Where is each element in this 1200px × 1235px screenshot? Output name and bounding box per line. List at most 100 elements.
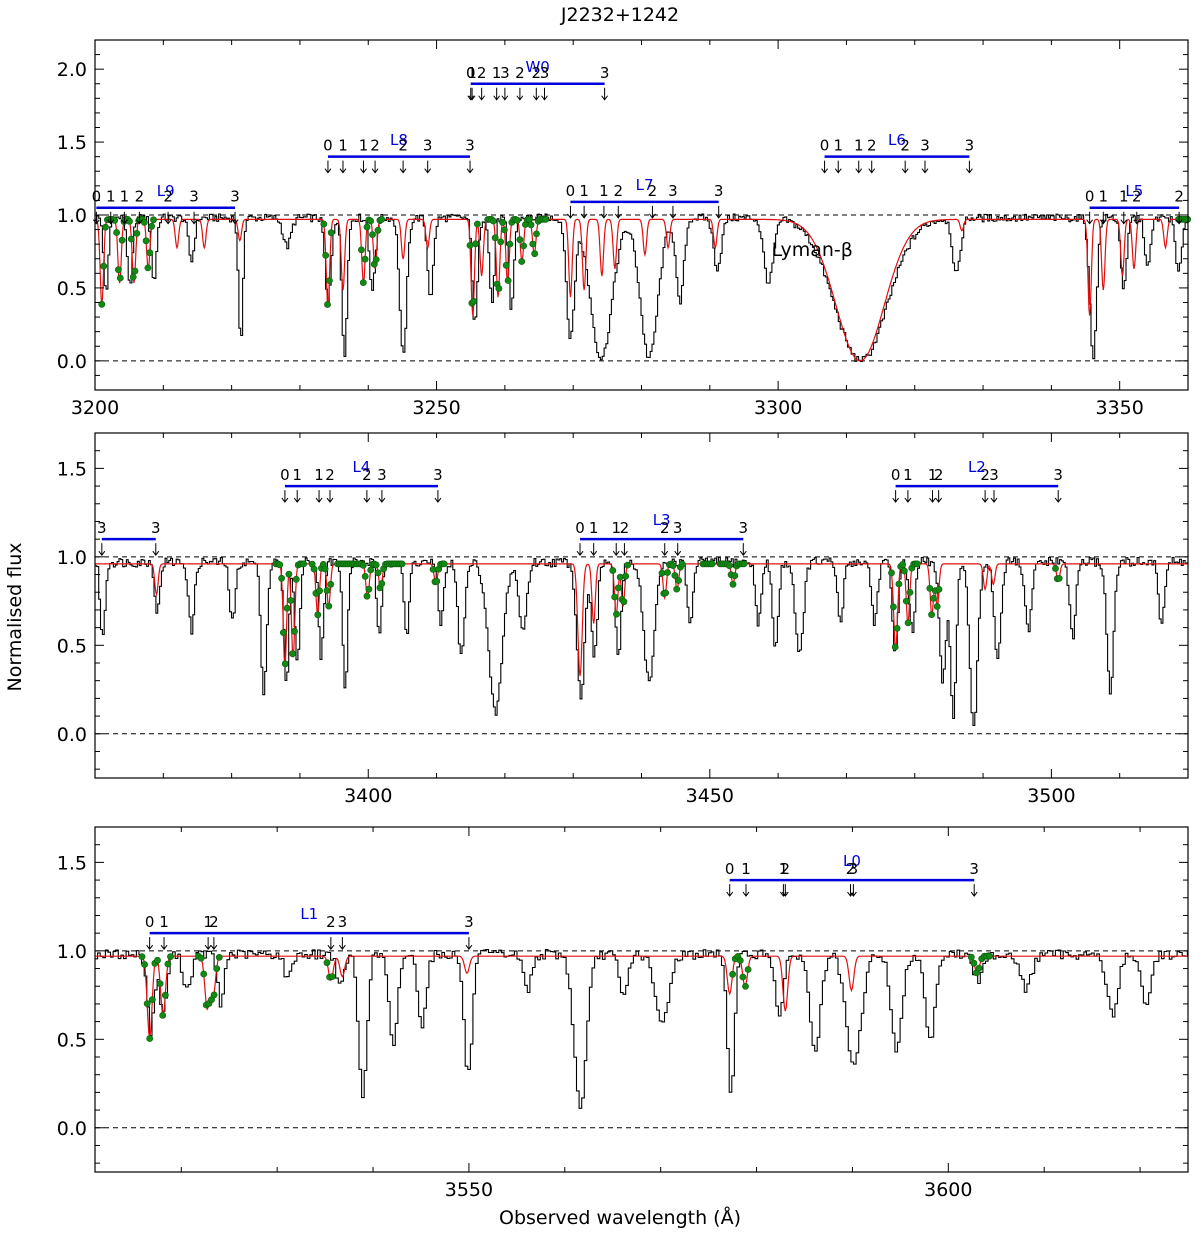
fit-pixel (276, 561, 284, 569)
model-fit (95, 218, 1188, 362)
transition-marker (378, 490, 386, 503)
system-label: L7 (636, 176, 654, 194)
transition-marker (649, 205, 656, 219)
level-label: 3 (423, 137, 433, 155)
fit-pixel (744, 966, 752, 973)
level-label: 1 (106, 188, 116, 206)
level-label: 2 (781, 860, 791, 878)
level-label: 3 (500, 64, 510, 82)
fit-pixel (729, 970, 736, 978)
transition-marker (466, 160, 474, 174)
level-label: 1 (203, 913, 213, 931)
fit-pixel (491, 234, 499, 242)
level-label: 2 (1174, 188, 1184, 206)
system-label: L5 (1125, 182, 1143, 200)
transition-marker (327, 937, 335, 950)
fit-pixel (473, 220, 481, 228)
level-label: 2 (1132, 188, 1142, 206)
system-label: L0 (843, 852, 861, 870)
transition-marker (399, 160, 407, 174)
transition-marker (901, 160, 909, 174)
y-tick-label: 0.0 (57, 724, 87, 746)
transition-marker (601, 87, 609, 101)
system-label: W0 (525, 58, 549, 76)
level-label: 3 (920, 137, 930, 155)
fit-pixel (325, 277, 333, 284)
fit-pixel (913, 560, 921, 568)
fit-pixel (970, 959, 978, 967)
x-axis-label: Observed wavelength (Å) (499, 1207, 741, 1229)
level-label: 1 (589, 519, 599, 537)
system-label: L2 (968, 458, 986, 476)
transition-marker (293, 490, 301, 503)
fit-pixel (620, 598, 628, 606)
fit-pixel (150, 216, 157, 224)
fit-pixel (300, 560, 308, 568)
fit-pixel (429, 566, 437, 573)
level-label: 1 (467, 64, 477, 82)
transition-marker (1120, 211, 1128, 225)
transition-marker (576, 543, 584, 556)
fit-pixel (533, 230, 540, 238)
level-label: 1 (120, 188, 130, 206)
level-label: 3 (338, 913, 348, 931)
fit-pixel (148, 996, 156, 1003)
fit-pixel (622, 572, 630, 580)
transition-marker (739, 543, 747, 556)
transition-marker (152, 543, 160, 556)
fit-pixel (708, 560, 716, 568)
level-label: 3 (969, 860, 979, 878)
fit-pixel (472, 240, 479, 248)
y-tick-label: 1.0 (57, 547, 87, 569)
fit-pixel (731, 572, 739, 580)
fit-pixel (287, 597, 295, 604)
fit-pixel (378, 215, 386, 223)
level-label: 2 (163, 188, 173, 206)
fit-pixel (328, 973, 336, 980)
transition-marker (164, 211, 172, 225)
fit-pixel (673, 585, 681, 593)
system-label: L6 (888, 131, 906, 149)
fit-pixel (116, 274, 124, 282)
y-tick-label: 1.0 (57, 205, 87, 227)
fit-pixel (361, 255, 369, 263)
fit-pixel (213, 965, 221, 972)
transition-marker (600, 205, 608, 219)
fit-pixel (933, 603, 941, 610)
fit-pixel (357, 246, 365, 254)
fit-pixel (613, 610, 620, 618)
fit-pixel (1055, 575, 1063, 582)
level-label: 1 (599, 182, 609, 200)
fit-pixel (327, 229, 335, 237)
fit-pixel (283, 604, 291, 612)
x-tick-label: 3600 (924, 1179, 972, 1201)
level-label: 1 (359, 137, 369, 155)
fit-pixel (148, 222, 155, 230)
fit-pixel (143, 1000, 151, 1007)
fit-pixel (129, 273, 137, 281)
level-label: 2 (135, 188, 145, 206)
level-label: 3 (668, 182, 678, 200)
transition-marker (146, 937, 154, 950)
transition-marker (360, 160, 367, 174)
fit-pixel (669, 562, 677, 569)
level-label: 2 (620, 519, 630, 537)
fit-pixel (489, 217, 497, 225)
transition-marker (847, 884, 854, 897)
level-label: 3 (849, 860, 859, 878)
level-label: 1 (338, 137, 348, 155)
fit-pixel (111, 216, 119, 224)
fit-pixel (127, 235, 135, 243)
fit-pixel (662, 589, 670, 597)
transition-marker (892, 490, 900, 503)
fit-pixel (359, 279, 367, 286)
fit-pixel (367, 217, 374, 225)
level-label: 0 (566, 182, 576, 200)
level-label: 0 (323, 137, 333, 155)
fit-pixel (321, 565, 329, 573)
y-tick-label: 0.0 (57, 351, 87, 373)
fit-pixel (398, 560, 406, 568)
system-label: L3 (653, 511, 671, 529)
fit-pixel (433, 577, 441, 585)
fit-pixel (118, 236, 126, 244)
